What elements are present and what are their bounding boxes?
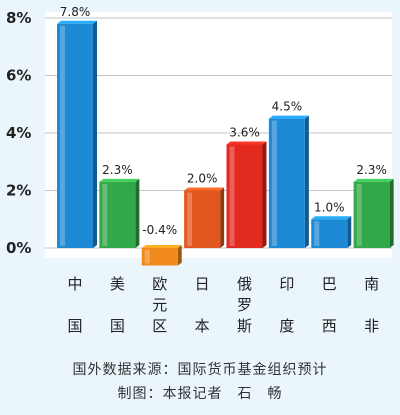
- bar-top: [99, 178, 140, 182]
- bar-group: [184, 187, 225, 248]
- bar: [311, 219, 348, 248]
- bar-side: [389, 178, 394, 248]
- bar-highlight: [144, 250, 150, 264]
- bar-top: [353, 178, 394, 182]
- y-tick-label: 6%: [6, 67, 31, 85]
- bar-highlight: [314, 221, 320, 246]
- value-label: 4.5%: [272, 100, 303, 114]
- bar: [353, 181, 390, 248]
- bar-side: [347, 216, 352, 248]
- bar-highlight: [271, 120, 277, 246]
- value-label: 2.3%: [356, 163, 387, 177]
- y-tick-label: 2%: [6, 182, 31, 200]
- y-tick-label: 0%: [6, 239, 31, 257]
- bar-group: [353, 178, 394, 248]
- chart-area: 0% 2% 4% 6% 8% 7.8% 中国 2.3% 美国 -0.4% 欧元区 2.0% 日本 3.6%…: [6, 5, 394, 335]
- bar: [184, 190, 221, 248]
- bar: [268, 118, 305, 248]
- bar-group: [99, 178, 140, 248]
- source-note: 国外数据来源：国际货币基金组织预计: [72, 362, 328, 378]
- bar-side: [220, 187, 225, 248]
- bar-group: [141, 245, 182, 266]
- category-label: 巴西: [322, 275, 337, 335]
- bar-group: [268, 115, 309, 248]
- value-label: 2.0%: [187, 172, 218, 186]
- category-label: 印度: [279, 275, 294, 335]
- y-tick-label: 4%: [6, 124, 31, 142]
- credit-note: 制图：本报记者 石 畅: [117, 386, 283, 402]
- value-label: 2.3%: [102, 163, 133, 177]
- value-label: 1.0%: [314, 200, 345, 214]
- bar-top: [268, 115, 309, 119]
- bar-side: [135, 178, 140, 248]
- bar-side: [93, 20, 97, 248]
- bar-top: [57, 20, 97, 24]
- bar-side: [177, 245, 182, 266]
- bar: [141, 248, 178, 266]
- value-label: -0.4%: [142, 223, 177, 237]
- y-tick-label: 8%: [6, 9, 31, 27]
- bar-top: [311, 216, 352, 220]
- category-label: 中国: [67, 275, 82, 335]
- bar-highlight: [187, 192, 193, 246]
- category-label: 欧元区: [152, 275, 167, 335]
- bar-highlight: [356, 183, 362, 246]
- bar-top: [141, 245, 182, 248]
- bar-highlight: [229, 146, 235, 246]
- category-label: 美国: [110, 275, 125, 335]
- bar-side: [304, 115, 309, 248]
- value-label: 7.8%: [60, 5, 91, 19]
- bar-chart: 0% 2% 4% 6% 8% 7.8% 中国 2.3% 美国 -0.4% 欧元区 2.0% 日本 3.6%…: [6, 5, 394, 335]
- bar: [226, 144, 263, 248]
- bar-group: [57, 20, 97, 248]
- category-label: 日本: [195, 275, 210, 335]
- value-label: 3.6%: [229, 126, 260, 140]
- bar: [99, 181, 136, 248]
- bar-highlight: [102, 183, 108, 246]
- bar-top: [184, 187, 225, 191]
- bar-group: [226, 141, 267, 248]
- bar-group: [311, 216, 352, 248]
- bar-top: [226, 141, 267, 145]
- bar-side: [262, 141, 267, 248]
- category-label: 南非: [364, 275, 379, 335]
- category-label: 俄罗斯: [237, 275, 252, 335]
- bar-highlight: [60, 25, 65, 246]
- bar: [57, 23, 93, 248]
